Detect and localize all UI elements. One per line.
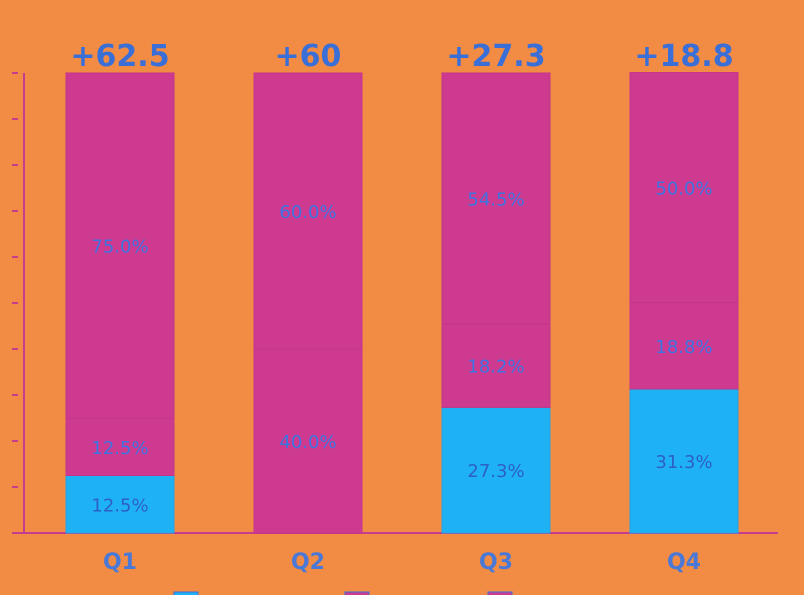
x-tick-label-q3: Q3	[479, 550, 513, 575]
bar-q3-segment-2	[441, 323, 551, 408]
segment-label-q3-1: 27.3%	[467, 461, 524, 482]
legend-swatch-2	[344, 591, 370, 595]
total-label-q2: +60	[275, 39, 342, 74]
segment-label-q2-2: 40.0%	[279, 432, 336, 453]
x-tick-label-q1: Q1	[103, 550, 137, 575]
bar-q4-segment-1	[629, 388, 739, 534]
total-label-q4: +18.8	[634, 39, 733, 74]
x-tick-label-q2: Q2	[291, 550, 325, 575]
legend-swatch-1	[173, 591, 199, 595]
bar-q1-segment-1	[65, 475, 175, 534]
bar-q4-segment-3	[629, 72, 739, 304]
segment-label-q4-3: 50.0%	[655, 179, 712, 200]
segment-label-q1-1: 12.5%	[91, 495, 148, 516]
segment-label-q4-2: 18.8%	[655, 337, 712, 358]
total-label-q3: +27.3	[446, 39, 545, 74]
bar-q3-segment-1	[441, 406, 551, 534]
segment-label-q4-1: 31.3%	[655, 452, 712, 473]
segment-label-q1-3: 75.0%	[91, 237, 148, 258]
segment-label-q3-2: 18.2%	[467, 357, 524, 378]
bar-q2-segment-2	[253, 348, 363, 534]
bar-q4-segment-2	[629, 302, 739, 390]
segment-label-q1-2: 12.5%	[91, 438, 148, 459]
bar-q1-segment-2	[65, 417, 175, 476]
bar-q1-segment-3	[65, 72, 175, 419]
x-tick-label-q4: Q4	[667, 550, 701, 575]
segment-label-q2-3: 60.0%	[279, 202, 336, 223]
legend-swatch-3	[487, 591, 513, 595]
segment-label-q3-3: 54.5%	[467, 189, 524, 210]
bar-q2-segment-3	[253, 72, 363, 350]
total-label-q1: +62.5	[70, 39, 169, 74]
bar-q3-segment-3	[441, 72, 551, 325]
